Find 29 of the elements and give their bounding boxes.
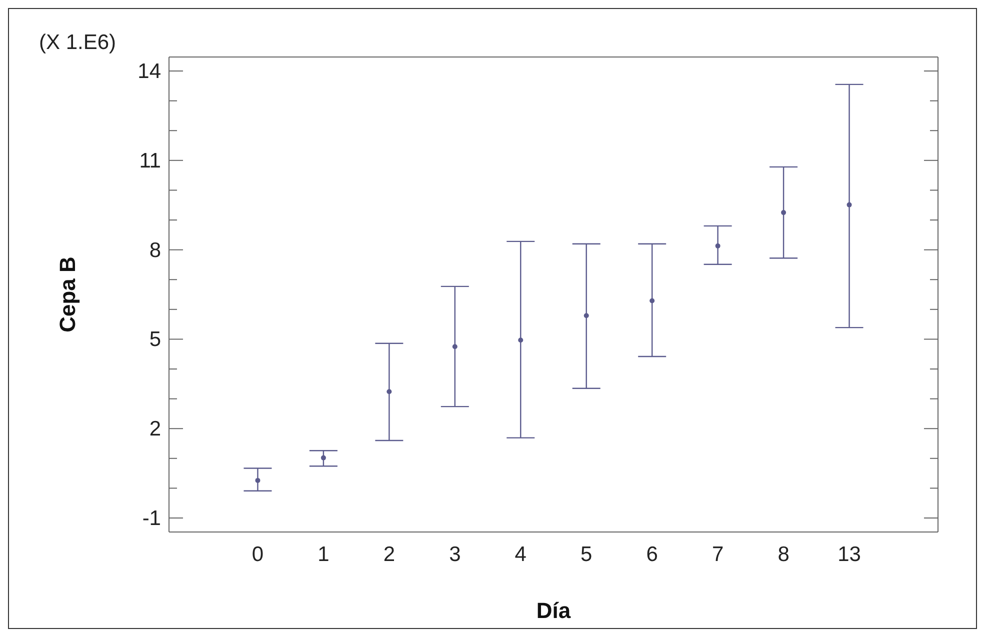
x-tick-label: 0 <box>252 542 264 566</box>
x-tick-label: 6 <box>646 542 658 566</box>
x-tick-label: 4 <box>514 542 527 566</box>
y-tick-label: -1 <box>142 506 161 530</box>
point <box>650 298 655 304</box>
x-tick-label: 13 <box>838 542 861 566</box>
point <box>452 344 458 350</box>
y-axis-title: Cepa B <box>54 256 80 332</box>
x-tick-label: 5 <box>580 542 592 566</box>
x-tick-label: 1 <box>318 542 330 566</box>
y-tick-label: 5 <box>149 328 161 352</box>
y-tick-label: 11 <box>139 149 161 172</box>
point <box>386 389 392 394</box>
point <box>584 313 589 318</box>
point <box>518 338 524 343</box>
x-tick-label: 8 <box>778 542 790 566</box>
point <box>255 478 260 483</box>
x-tick-label: 2 <box>383 542 396 566</box>
text: (X 1.E6) <box>39 31 116 55</box>
y-tick-label: 2 <box>149 418 161 441</box>
point <box>781 210 786 216</box>
x-axis-title: Día <box>536 598 572 623</box>
point <box>715 243 720 248</box>
y-tick-label: 8 <box>149 238 161 262</box>
point <box>320 455 326 460</box>
x-tick-label: 3 <box>449 542 461 566</box>
point <box>846 202 852 208</box>
x-tick-label: 7 <box>712 542 724 566</box>
y-tick-label: 14 <box>138 60 162 84</box>
